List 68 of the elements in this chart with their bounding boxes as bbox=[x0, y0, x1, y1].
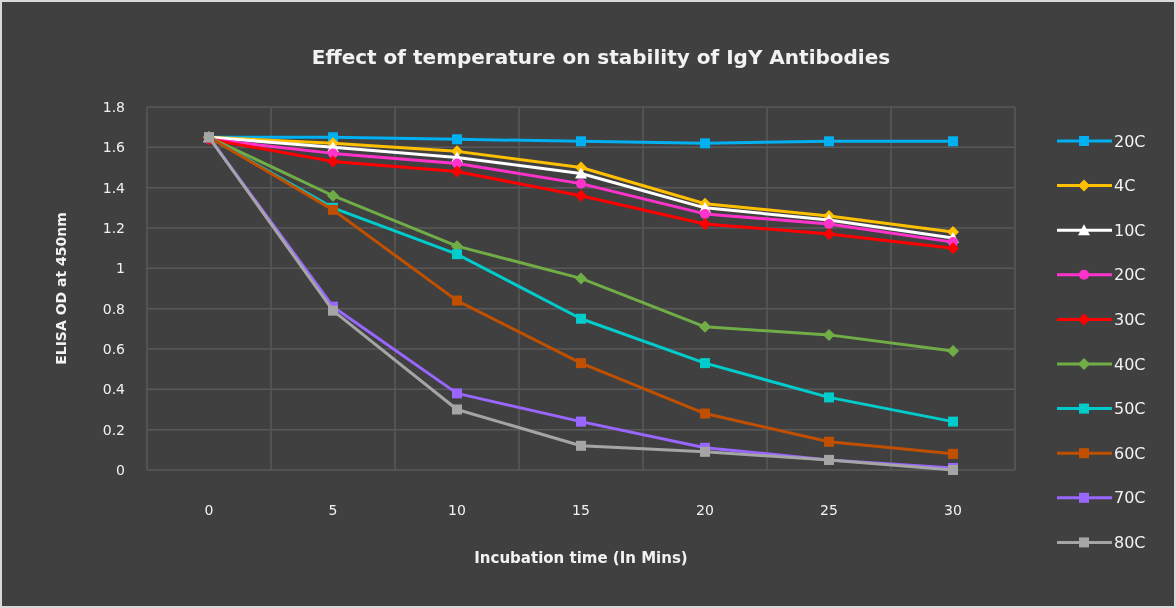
point bbox=[948, 136, 958, 147]
x-tick-label: 20 bbox=[696, 502, 714, 518]
x-tick-label: 25 bbox=[820, 502, 838, 518]
legend-label: 20C bbox=[1114, 265, 1146, 285]
y-tick-label: 0.2 bbox=[102, 421, 125, 438]
point bbox=[452, 388, 462, 399]
point bbox=[327, 155, 339, 168]
y-tick-label: 1.2 bbox=[102, 219, 125, 236]
y-tick-label: 0.4 bbox=[102, 381, 126, 398]
legend-label: 70C bbox=[1114, 488, 1146, 508]
legend-label: 50C bbox=[1114, 399, 1146, 419]
point bbox=[824, 392, 834, 403]
point bbox=[947, 242, 959, 255]
x-tick-label: 10 bbox=[448, 502, 466, 518]
y-tick-label: 1 bbox=[116, 260, 125, 277]
x-tick-label: 30 bbox=[944, 502, 962, 518]
x-axis-title: Incubation time (In Mins) bbox=[474, 549, 688, 567]
y-tick-label: 1.8 bbox=[102, 98, 125, 115]
point bbox=[700, 138, 710, 149]
y-tick-label: 1.6 bbox=[102, 139, 126, 156]
legend-label: 80C bbox=[1114, 533, 1146, 552]
y-tick-label: 0 bbox=[116, 461, 125, 478]
point bbox=[699, 320, 711, 333]
point bbox=[327, 189, 339, 202]
point bbox=[452, 134, 462, 145]
legend-label: 30C bbox=[1114, 310, 1146, 329]
y-tick-label: 0.8 bbox=[102, 300, 125, 317]
x-tick-label: 15 bbox=[572, 502, 590, 518]
point bbox=[700, 408, 710, 419]
point bbox=[948, 448, 958, 459]
point bbox=[823, 228, 835, 241]
legend-label: 4C bbox=[1114, 176, 1136, 196]
point bbox=[699, 217, 711, 230]
point bbox=[823, 328, 835, 341]
point bbox=[452, 249, 462, 260]
point bbox=[700, 358, 710, 369]
point bbox=[948, 416, 958, 427]
point bbox=[576, 358, 586, 369]
x-tick-label: 0 bbox=[204, 502, 214, 518]
chart-title: Effect of temperature on stability of IgY Antibodies bbox=[311, 45, 891, 69]
point bbox=[576, 136, 586, 147]
point bbox=[451, 165, 463, 178]
point bbox=[575, 189, 587, 202]
point bbox=[576, 416, 586, 427]
y-tick-label: 1.4 bbox=[102, 179, 126, 196]
point bbox=[700, 208, 710, 219]
legend-label: 60C bbox=[1114, 443, 1146, 463]
legend-label: 20C bbox=[1114, 131, 1146, 151]
point bbox=[947, 345, 959, 358]
point bbox=[452, 404, 462, 415]
y-tick-label: 0.6 bbox=[102, 340, 126, 357]
point bbox=[576, 440, 586, 451]
point bbox=[452, 158, 462, 169]
point bbox=[700, 446, 710, 457]
point bbox=[824, 218, 834, 229]
point bbox=[328, 148, 338, 159]
point bbox=[576, 178, 586, 189]
point bbox=[328, 305, 338, 316]
x-tick-label: 5 bbox=[328, 502, 338, 518]
point bbox=[576, 313, 586, 324]
legend-label: 40C bbox=[1114, 354, 1146, 374]
point bbox=[575, 167, 587, 179]
y-axis-title: ELISA OD at 450nm bbox=[53, 212, 69, 365]
point bbox=[452, 295, 462, 306]
point bbox=[824, 436, 834, 447]
point bbox=[575, 272, 587, 285]
point bbox=[824, 136, 834, 147]
legend-label: 10C bbox=[1114, 220, 1146, 240]
